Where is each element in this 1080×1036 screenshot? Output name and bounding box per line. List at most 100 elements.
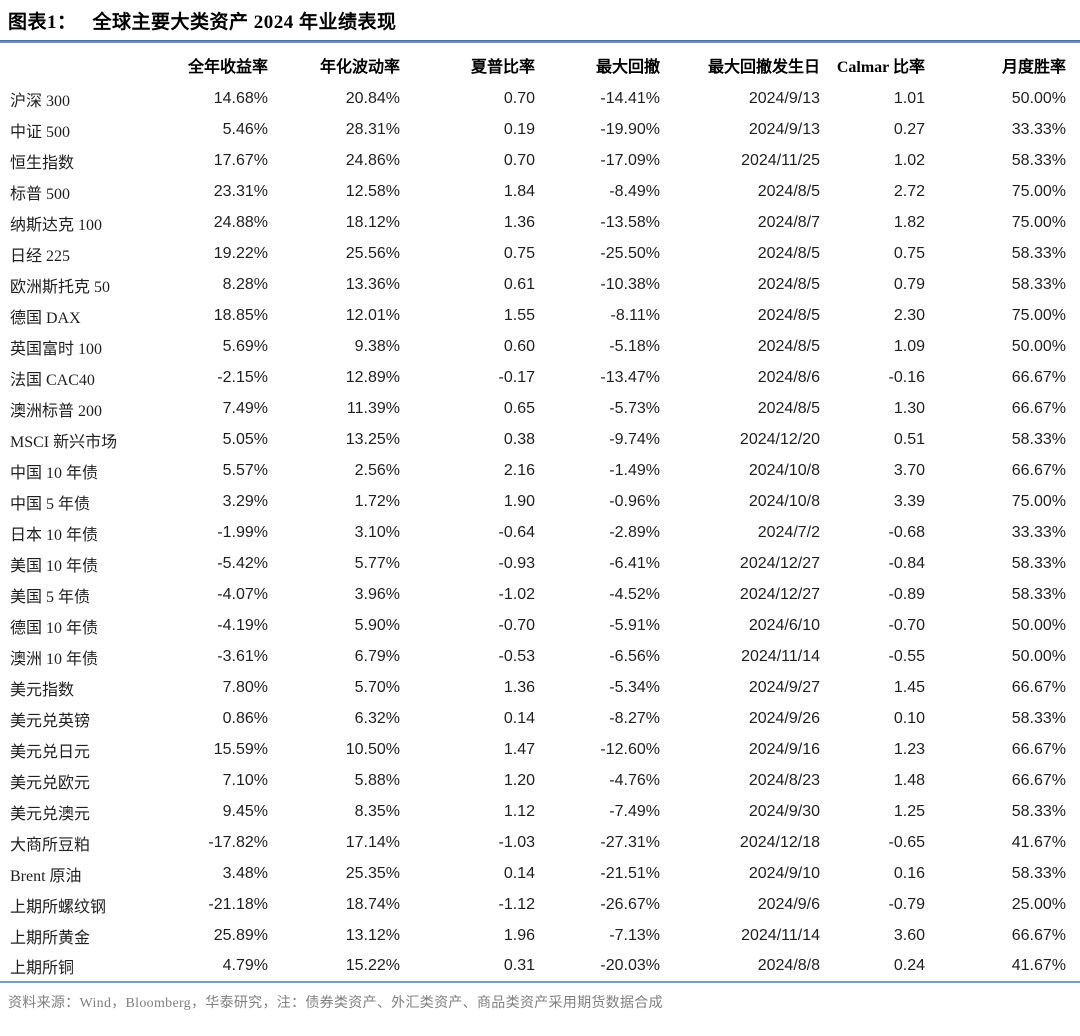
table-row: 中国 10 年债 5.57% 2.56% 2.16 -1.49% 2024/10/8 3.7… — [0, 455, 1080, 486]
sharpe-ratio: 1.12 — [503, 802, 535, 820]
annual-return: 15.59% — [213, 740, 268, 758]
asset-name: 恒生指数 — [10, 154, 75, 172]
annualized-volatility: 3.10% — [354, 523, 400, 541]
asset-name: 日本 10 年债 — [10, 526, 99, 544]
max-drawdown-date-header: 最大回撤发生日 — [707, 59, 820, 76]
asset-name: 纳斯达克 100 — [10, 216, 103, 234]
sharpe-ratio: 1.96 — [503, 926, 535, 944]
annualized-volatility: 5.70% — [354, 678, 400, 696]
asset-name: 美元指数 — [10, 681, 75, 699]
sharpe-ratio: 0.70 — [503, 151, 535, 169]
max-drawdown-date: 2024/12/18 — [739, 833, 820, 851]
annual-return: 25.89% — [213, 926, 268, 944]
monthly-win-rate: 66.67% — [1011, 771, 1066, 789]
table-row: Brent 原油 3.48% 25.35% 0.14 -21.51% 2024/9/10 0… — [0, 858, 1080, 889]
calmar-ratio: 3.60 — [893, 926, 925, 944]
table-row: 美元兑澳元 9.45% 8.35% 1.12 -7.49% 2024/9/30 1.25 58… — [0, 796, 1080, 827]
annual-return: -2.15% — [217, 368, 268, 386]
annualized-volatility: 1.72% — [354, 492, 400, 510]
sharpe-ratio: 0.70 — [503, 89, 535, 107]
calmar-ratio: 2.30 — [893, 306, 925, 324]
calmar-ratio-header: Calmar 比率 — [836, 59, 925, 76]
asset-name: 美元兑澳元 — [10, 805, 91, 823]
annual-return: 5.69% — [222, 337, 268, 355]
table-body: 沪深 300 14.68% 20.84% 0.70 -14.41% 2024/9/13 1.… — [0, 83, 1080, 982]
max-drawdown-date: 2024/8/5 — [757, 399, 820, 417]
annual-return-header: 全年收益率 — [187, 59, 268, 76]
annualized-volatility-header: 年化波动率 — [319, 59, 400, 76]
max-drawdown-date: 2024/12/27 — [739, 554, 820, 572]
sharpe-ratio: -1.12 — [498, 895, 535, 913]
table-row: 美元兑英镑 0.86% 6.32% 0.14 -8.27% 2024/9/26 0.10 58… — [0, 703, 1080, 734]
monthly-win-rate: 50.00% — [1011, 647, 1066, 665]
annual-return: 8.28% — [222, 275, 268, 293]
asset-name: 上期所铜 — [10, 960, 75, 977]
max-drawdown-date: 2024/9/10 — [748, 864, 820, 882]
sharpe-ratio: -1.03 — [498, 833, 535, 851]
monthly-win-rate: 41.67% — [1011, 957, 1066, 974]
asset-name: 法国 CAC40 — [10, 371, 95, 389]
monthly-win-rate: 25.00% — [1011, 895, 1066, 913]
calmar-ratio: -0.84 — [888, 554, 925, 572]
max-drawdown: -14.41% — [600, 89, 660, 107]
table-row: 纳斯达克 100 24.88% 18.12% 1.36 -13.58% 2024/8/7 1… — [0, 207, 1080, 238]
sharpe-ratio: 1.47 — [503, 740, 535, 758]
sharpe-ratio: -0.53 — [498, 647, 535, 665]
monthly-win-rate: 66.67% — [1011, 926, 1066, 944]
max-drawdown: -9.74% — [609, 430, 660, 448]
asset-name: 美国 10 年债 — [10, 557, 99, 575]
annualized-volatility: 20.84% — [345, 89, 400, 107]
sharpe-ratio: -0.93 — [498, 554, 535, 572]
asset-name: 美国 5 年债 — [10, 588, 91, 606]
max-drawdown-date: 2024/8/5 — [757, 306, 820, 324]
annual-return: 5.46% — [222, 120, 268, 138]
max-drawdown-date: 2024/8/5 — [757, 275, 820, 293]
annual-return: 4.79% — [222, 957, 268, 974]
max-drawdown-date: 2024/11/25 — [741, 151, 820, 169]
asset-name: 上期所黄金 — [10, 929, 91, 947]
max-drawdown: -8.11% — [610, 306, 660, 324]
annualized-volatility: 11.39% — [346, 399, 400, 417]
calmar-ratio: 1.25 — [893, 802, 925, 820]
table-row: 大商所豆粕 -17.82% 17.14% -1.03 -27.31% 2024/12/18… — [0, 827, 1080, 858]
calmar-ratio: -0.79 — [888, 895, 925, 913]
annualized-volatility: 10.50% — [345, 740, 400, 758]
calmar-ratio: 1.45 — [893, 678, 925, 696]
monthly-win-rate: 66.67% — [1011, 399, 1066, 417]
calmar-ratio: 0.16 — [893, 864, 925, 882]
max-drawdown: -26.67% — [600, 895, 660, 913]
calmar-ratio: -0.55 — [888, 647, 925, 665]
max-drawdown: -13.47% — [600, 368, 660, 386]
calmar-ratio: -0.16 — [888, 368, 925, 386]
annual-return: 24.88% — [213, 213, 268, 231]
monthly-win-rate: 58.33% — [1011, 430, 1066, 448]
annualized-volatility: 8.35% — [354, 802, 400, 820]
sharpe-ratio: 1.90 — [503, 492, 535, 510]
asset-name: 沪深 300 — [10, 92, 71, 110]
annual-return: -4.19% — [217, 616, 268, 634]
annual-return: -3.61% — [217, 647, 268, 665]
asset-name: 日经 225 — [10, 247, 71, 265]
annual-return: 14.68% — [213, 89, 268, 107]
monthly-win-rate: 33.33% — [1011, 523, 1066, 541]
table-row: 中证 500 5.46% 28.31% 0.19 -19.90% 2024/9/13 0.2… — [0, 114, 1080, 145]
max-drawdown: -0.96% — [609, 492, 660, 510]
table-row: 上期所黄金 25.89% 13.12% 1.96 -7.13% 2024/11/14 3.6… — [0, 920, 1080, 951]
max-drawdown: -4.52% — [609, 585, 660, 603]
annualized-volatility: 6.32% — [354, 709, 400, 727]
max-drawdown-date: 2024/9/27 — [748, 678, 820, 696]
calmar-ratio: 0.51 — [893, 430, 925, 448]
table-row: 日本 10 年债 -1.99% 3.10% -0.64 -2.89% 2024/7/2 -0… — [0, 517, 1080, 548]
monthly-win-rate: 58.33% — [1011, 275, 1066, 293]
calmar-ratio: 2.72 — [893, 182, 925, 200]
annualized-volatility: 9.38% — [354, 337, 400, 355]
table-row: 上期所螺纹钢 -21.18% 18.74% -1.12 -26.67% 2024/9/6 -… — [0, 889, 1080, 920]
sharpe-ratio: 1.36 — [503, 213, 535, 231]
max-drawdown-date: 2024/9/16 — [748, 740, 820, 758]
table-row: 沪深 300 14.68% 20.84% 0.70 -14.41% 2024/9/13 1.… — [0, 83, 1080, 114]
calmar-ratio: 1.30 — [893, 399, 925, 417]
annualized-volatility: 2.56% — [354, 461, 400, 479]
monthly-win-rate: 75.00% — [1011, 182, 1066, 200]
max-drawdown-header: 最大回撤 — [595, 59, 660, 76]
